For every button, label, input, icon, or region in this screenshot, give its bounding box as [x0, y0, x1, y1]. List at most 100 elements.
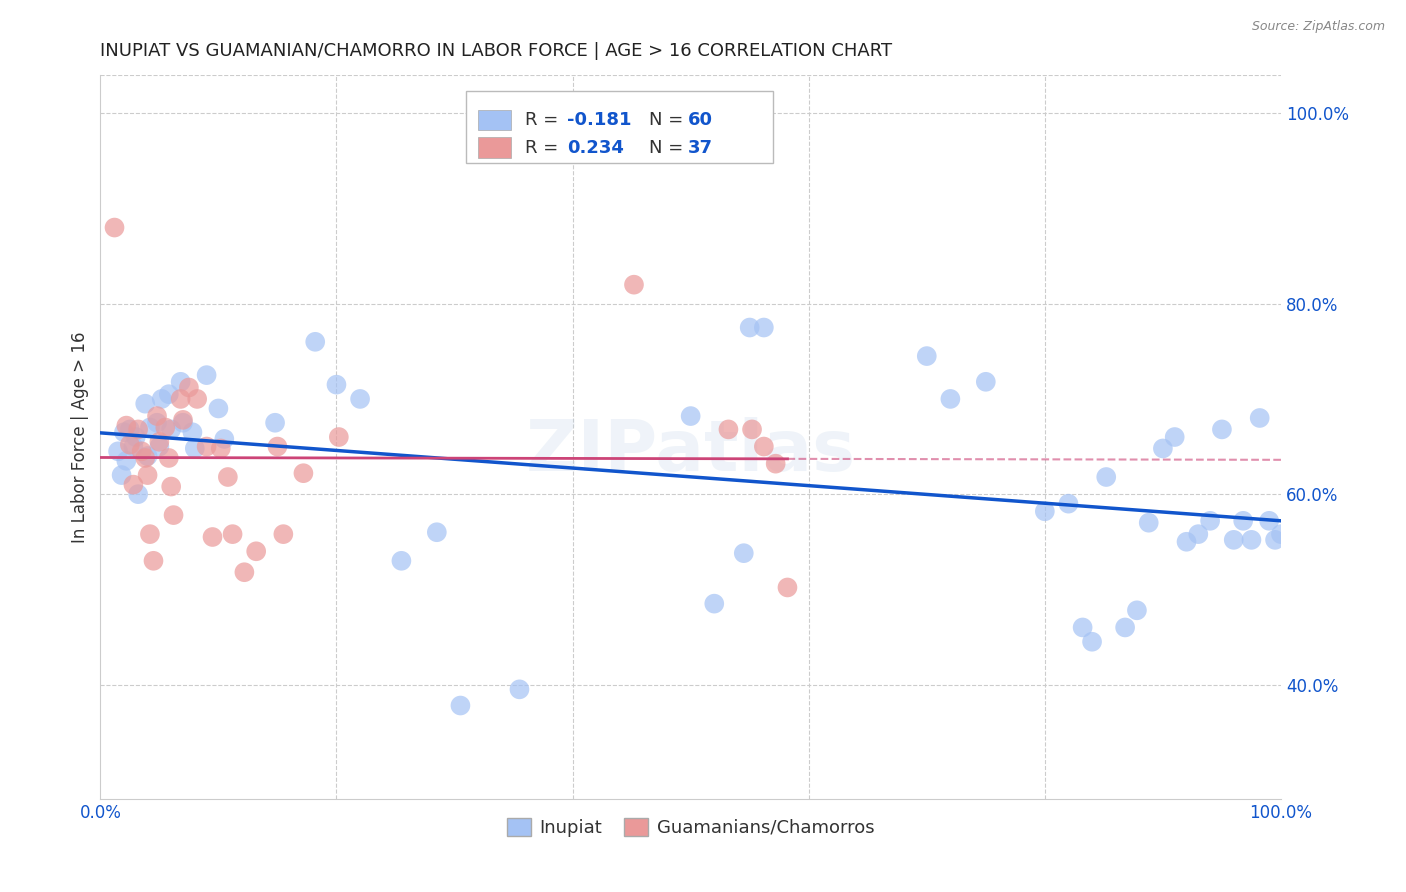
Point — [974, 375, 997, 389]
Point — [679, 409, 702, 423]
Point — [181, 425, 204, 440]
Point — [172, 416, 194, 430]
Text: R =: R = — [526, 138, 564, 157]
Point — [752, 320, 775, 334]
Point — [125, 430, 148, 444]
Point — [186, 392, 208, 406]
Legend: Inupiat, Guamanians/Chamorros: Inupiat, Guamanians/Chamorros — [501, 810, 882, 844]
Point — [136, 449, 159, 463]
Point — [162, 508, 184, 522]
Text: N =: N = — [650, 138, 689, 157]
Point — [127, 422, 149, 436]
Point — [623, 277, 645, 292]
Point — [266, 440, 288, 454]
Text: 37: 37 — [689, 138, 713, 157]
Point — [146, 416, 169, 430]
Point — [115, 454, 138, 468]
Point — [1175, 534, 1198, 549]
Point — [201, 530, 224, 544]
Point — [304, 334, 326, 349]
Text: R =: R = — [526, 112, 564, 129]
Point — [157, 450, 180, 465]
Point — [717, 422, 740, 436]
Point — [139, 420, 162, 434]
FancyBboxPatch shape — [478, 110, 512, 130]
Text: ZIPatlas: ZIPatlas — [526, 417, 856, 486]
Point — [207, 401, 229, 416]
Point — [1137, 516, 1160, 530]
Point — [160, 422, 183, 436]
Point — [103, 220, 125, 235]
Point — [112, 425, 135, 440]
Point — [245, 544, 267, 558]
FancyBboxPatch shape — [467, 91, 773, 163]
Point — [155, 420, 177, 434]
Point — [939, 392, 962, 406]
Point — [148, 440, 170, 454]
Point — [157, 387, 180, 401]
Point — [741, 422, 763, 436]
Text: Source: ZipAtlas.com: Source: ZipAtlas.com — [1251, 20, 1385, 33]
Point — [110, 468, 132, 483]
Point — [142, 554, 165, 568]
Point — [1187, 527, 1209, 541]
Point — [160, 479, 183, 493]
Point — [115, 418, 138, 433]
Point — [233, 566, 256, 580]
Point — [1232, 514, 1254, 528]
Point — [150, 392, 173, 406]
Point — [508, 682, 530, 697]
Point — [122, 477, 145, 491]
Point — [169, 392, 191, 406]
Point — [1240, 533, 1263, 547]
Point — [221, 527, 243, 541]
Point — [1033, 504, 1056, 518]
FancyBboxPatch shape — [478, 137, 512, 158]
Point — [122, 440, 145, 454]
Point — [127, 487, 149, 501]
Point — [765, 457, 787, 471]
Point — [195, 368, 218, 383]
Point — [1270, 527, 1292, 541]
Point — [426, 525, 449, 540]
Point — [136, 468, 159, 483]
Point — [1126, 603, 1149, 617]
Point — [1057, 497, 1080, 511]
Text: -0.181: -0.181 — [567, 112, 631, 129]
Point — [169, 375, 191, 389]
Point — [184, 442, 207, 456]
Point — [118, 422, 141, 436]
Point — [325, 377, 347, 392]
Point — [139, 527, 162, 541]
Point — [107, 444, 129, 458]
Point — [209, 442, 232, 456]
Point — [177, 380, 200, 394]
Point — [1249, 411, 1271, 425]
Point — [1095, 470, 1118, 484]
Point — [1258, 514, 1281, 528]
Point — [1071, 620, 1094, 634]
Point — [146, 409, 169, 423]
Point — [148, 434, 170, 449]
Point — [1163, 430, 1185, 444]
Text: 0.234: 0.234 — [567, 138, 624, 157]
Point — [172, 413, 194, 427]
Point — [1264, 533, 1286, 547]
Text: 60: 60 — [689, 112, 713, 129]
Point — [752, 440, 775, 454]
Point — [131, 444, 153, 458]
Text: INUPIAT VS GUAMANIAN/CHAMORRO IN LABOR FORCE | AGE > 16 CORRELATION CHART: INUPIAT VS GUAMANIAN/CHAMORRO IN LABOR F… — [100, 42, 893, 60]
Point — [703, 597, 725, 611]
Point — [776, 581, 799, 595]
Point — [738, 320, 761, 334]
Point — [1152, 442, 1174, 456]
Point — [1081, 634, 1104, 648]
Point — [1114, 620, 1136, 634]
Point — [1199, 514, 1222, 528]
Point — [134, 450, 156, 465]
Y-axis label: In Labor Force | Age > 16: In Labor Force | Age > 16 — [72, 331, 89, 542]
Point — [134, 397, 156, 411]
Point — [264, 416, 287, 430]
Point — [349, 392, 371, 406]
Point — [449, 698, 471, 713]
